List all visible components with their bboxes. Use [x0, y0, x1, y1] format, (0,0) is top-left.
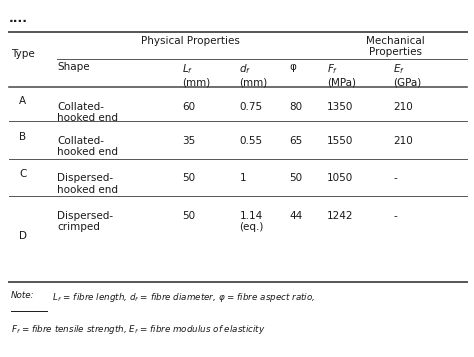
- Text: -: -: [393, 173, 397, 183]
- Text: Dispersed-
hooked end: Dispersed- hooked end: [57, 173, 118, 195]
- Text: 210: 210: [393, 102, 413, 112]
- Text: 50: 50: [289, 173, 302, 183]
- Text: B: B: [19, 131, 27, 142]
- Text: Physical Properties: Physical Properties: [141, 36, 240, 46]
- Text: 1: 1: [239, 173, 246, 183]
- Text: D: D: [19, 231, 27, 241]
- Text: Mechanical
Properties: Mechanical Properties: [366, 36, 425, 57]
- Text: 50: 50: [182, 173, 196, 183]
- Text: 60: 60: [182, 102, 196, 112]
- Text: 80: 80: [289, 102, 302, 112]
- Text: 1350: 1350: [327, 102, 354, 112]
- Text: 0.75: 0.75: [239, 102, 263, 112]
- Text: ....: ....: [9, 12, 27, 25]
- Text: 65: 65: [289, 136, 302, 146]
- Text: 210: 210: [393, 136, 413, 146]
- Text: 1050: 1050: [327, 173, 353, 183]
- Text: 0.55: 0.55: [239, 136, 263, 146]
- Text: 1.14
(eq.): 1.14 (eq.): [239, 211, 264, 232]
- Text: $F_f$ = fibre tensile strength, $E_f$ = fibre modulus of elasticity: $F_f$ = fibre tensile strength, $E_f$ = …: [11, 323, 265, 336]
- Text: Type: Type: [11, 49, 35, 60]
- Text: A: A: [19, 96, 27, 106]
- Text: $E_f$
(GPa): $E_f$ (GPa): [393, 62, 422, 88]
- Text: 1550: 1550: [327, 136, 354, 146]
- Text: C: C: [19, 169, 27, 179]
- Text: Collated-
hooked end: Collated- hooked end: [57, 136, 118, 157]
- Text: $F_f$
(MPa): $F_f$ (MPa): [327, 62, 356, 88]
- Text: 35: 35: [182, 136, 196, 146]
- Text: -: -: [393, 211, 397, 221]
- Text: Collated-
hooked end: Collated- hooked end: [57, 102, 118, 124]
- Text: 50: 50: [182, 211, 196, 221]
- Text: 44: 44: [289, 211, 302, 221]
- Text: $L_f$ = fibre length, $d_f$ = fibre diameter, φ = fibre aspect ratio,: $L_f$ = fibre length, $d_f$ = fibre diam…: [50, 291, 315, 304]
- Text: Shape: Shape: [57, 62, 90, 72]
- Text: 1242: 1242: [327, 211, 354, 221]
- Text: $L_f$
(mm): $L_f$ (mm): [182, 62, 211, 88]
- Text: Dispersed-
crimped: Dispersed- crimped: [57, 211, 113, 232]
- Text: φ: φ: [289, 62, 296, 72]
- Text: $d_f$
(mm): $d_f$ (mm): [239, 62, 268, 88]
- Text: Note:: Note:: [11, 291, 35, 300]
